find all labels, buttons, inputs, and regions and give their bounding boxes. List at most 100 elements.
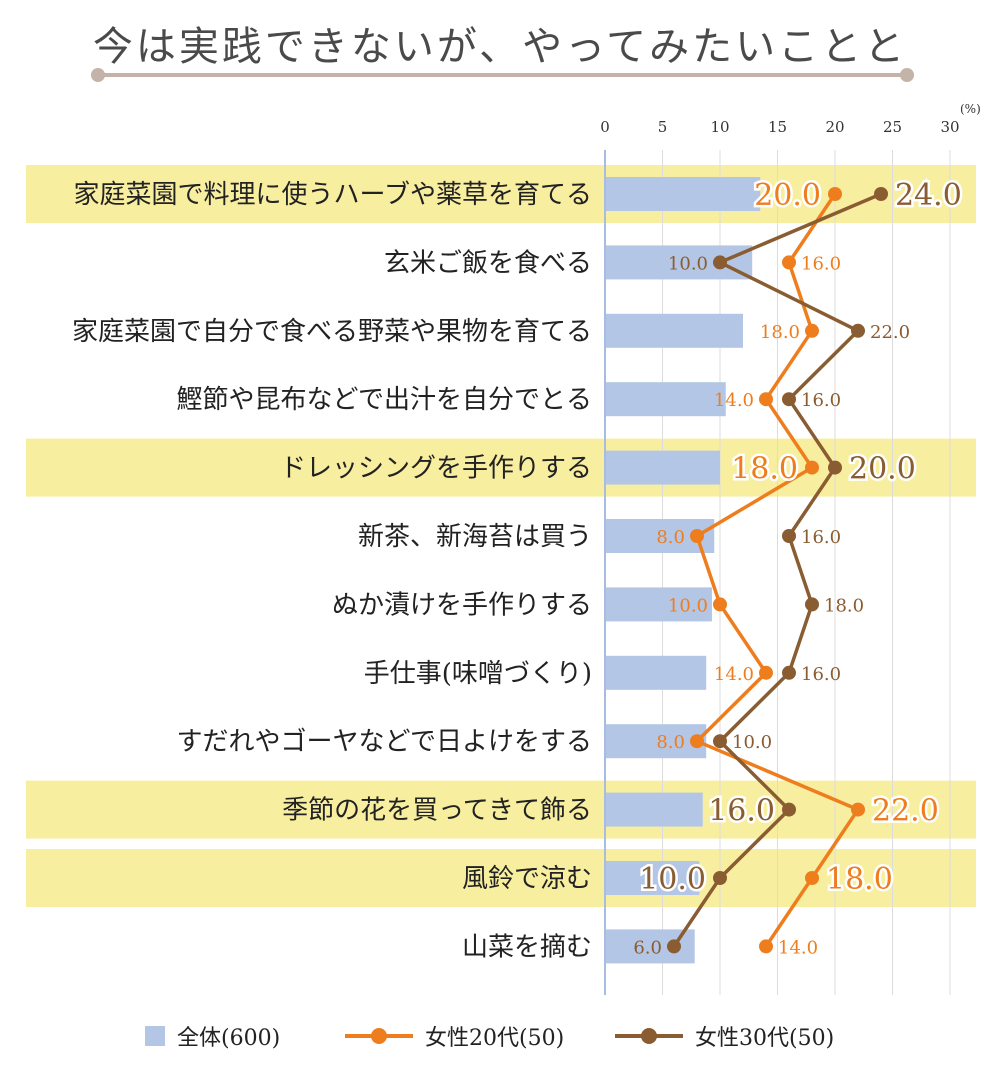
value-label-f30: 6.0 — [633, 937, 662, 958]
category-label: 新茶、新海苔は買う — [358, 522, 592, 552]
value-label-f30: 22.0 — [870, 322, 910, 343]
bar-all — [605, 587, 712, 622]
bar-all — [605, 792, 703, 827]
value-label-f30: 16.0 — [801, 390, 841, 411]
value-label-f30: 20.0 — [849, 452, 916, 487]
point-f20 — [805, 460, 819, 475]
value-label-f20: 8.0 — [656, 527, 685, 548]
value-label-f30: 10.0 — [639, 862, 706, 897]
value-label-f20: 14.0 — [714, 664, 754, 685]
highlight-band — [26, 165, 976, 223]
category-labels: 家庭菜園で料理に使うハーブや薬草を育てる玄米ご飯を食べる家庭菜園で自分で食べる野… — [72, 180, 592, 962]
x-tick-label: 15 — [768, 118, 787, 136]
value-label-f30: 10.0 — [668, 253, 708, 274]
point-f20 — [828, 187, 842, 201]
legend-label-f30: 女性30代(50) — [695, 1026, 835, 1051]
legend-item-f30: 女性30代(50) — [615, 1016, 834, 1056]
point-f30 — [782, 392, 796, 407]
bars-all — [605, 177, 761, 964]
category-label: 季節の花を買ってきて飾る — [282, 796, 592, 826]
legend-label-all: 全体(600) — [177, 1026, 281, 1051]
bar-all — [605, 313, 743, 348]
point-f30 — [782, 529, 796, 543]
category-label: ぬか漬けを手作りする — [332, 590, 592, 620]
value-label-f30: 16.0 — [801, 527, 841, 548]
point-f20 — [690, 529, 704, 543]
line-f30 — [672, 192, 882, 948]
point-f30 — [874, 187, 888, 201]
value-label-f30: 10.0 — [732, 732, 772, 753]
x-tick-label: 20 — [825, 118, 844, 136]
legend-swatch-all — [145, 1026, 165, 1046]
category-label: 家庭菜園で自分で食べる野菜や果物を育てる — [72, 317, 592, 347]
value-label-f20: 14.0 — [714, 390, 754, 411]
category-label: 玄米ご飯を食べる — [384, 248, 592, 278]
point-f30 — [713, 255, 727, 270]
value-label-f30: 16.0 — [708, 794, 775, 829]
legend-item-all: 全体(600) — [145, 1016, 280, 1056]
bar-all — [605, 245, 753, 280]
category-label: 山菜を摘む — [462, 932, 592, 962]
value-label-f30: 18.0 — [824, 595, 864, 616]
highlight-band — [26, 780, 976, 839]
legend-item-f20: 女性20代(50) — [345, 1016, 564, 1056]
value-label-f20: 8.0 — [656, 732, 685, 753]
value-label-f30: 16.0 — [801, 664, 841, 685]
category-label: 手仕事(味噌づくり) — [364, 659, 592, 689]
point-f20 — [759, 665, 773, 680]
legend-swatch-f30 — [615, 1026, 683, 1046]
point-f30 — [782, 802, 796, 817]
value-label-f20: 20.0 — [754, 178, 821, 213]
point-f30 — [713, 871, 727, 885]
title-rule-dot — [900, 68, 914, 82]
value-label-f20: 10.0 — [668, 595, 708, 616]
value-label-f20: 14.0 — [778, 937, 818, 958]
title-rule-dot — [91, 68, 105, 82]
legend-label-f20: 女性20代(50) — [425, 1026, 565, 1051]
category-label: 家庭菜園で料理に使うハーブや薬草を育てる — [74, 180, 592, 210]
point-f20 — [851, 802, 865, 817]
category-label: すだれやゴーヤなどで日よけをする — [177, 727, 592, 757]
point-f30 — [851, 323, 865, 338]
value-label-f20: 22.0 — [872, 794, 939, 829]
title-rule — [97, 73, 907, 77]
category-label: ドレッシングを手作りする — [280, 454, 592, 484]
point-f20 — [782, 255, 796, 270]
point-f20 — [690, 734, 704, 749]
x-tick-label: 30 — [940, 118, 959, 136]
value-label-f20: 18.0 — [826, 862, 893, 897]
grid-lines — [662, 150, 951, 995]
bar-all — [605, 382, 726, 417]
point-f20 — [759, 392, 773, 407]
chart-title: 今は実践できないが、やってみたいことと — [92, 24, 908, 70]
bar-all — [605, 724, 707, 759]
point-f20 — [713, 597, 727, 612]
point-f30 — [713, 734, 727, 749]
point-f20 — [759, 939, 773, 954]
value-label-f20: 18.0 — [731, 452, 798, 487]
legend-swatch-f20 — [345, 1026, 413, 1046]
point-f30 — [828, 460, 842, 475]
point-f30 — [805, 597, 819, 612]
x-tick-label: 25 — [883, 118, 902, 136]
category-label: 風鈴で涼む — [462, 864, 592, 894]
bar-all — [605, 655, 707, 690]
category-label: 鰹節や昆布などで出汁を自分でとる — [177, 385, 592, 415]
value-label-f30: 24.0 — [895, 178, 962, 213]
legend: 全体(600) 女性20代(50) 女性30代(50) — [0, 1016, 1000, 1056]
x-tick-label: 5 — [658, 118, 668, 136]
line-f20 — [695, 193, 860, 948]
point-f30 — [782, 665, 796, 680]
x-tick-label: 10 — [710, 118, 729, 136]
bar-all — [605, 861, 700, 895]
x-tick-label: 0 — [600, 118, 610, 136]
point-f30 — [667, 939, 681, 954]
x-tick-labels: 0 5 10 15 20 25 30 — [600, 118, 959, 136]
bar-all — [605, 177, 761, 211]
series-points — [667, 187, 888, 954]
point-f20 — [805, 323, 819, 338]
value-label-f20: 16.0 — [801, 253, 841, 274]
unit-label: (%) — [960, 102, 981, 116]
value-label-f20: 18.0 — [760, 322, 800, 343]
